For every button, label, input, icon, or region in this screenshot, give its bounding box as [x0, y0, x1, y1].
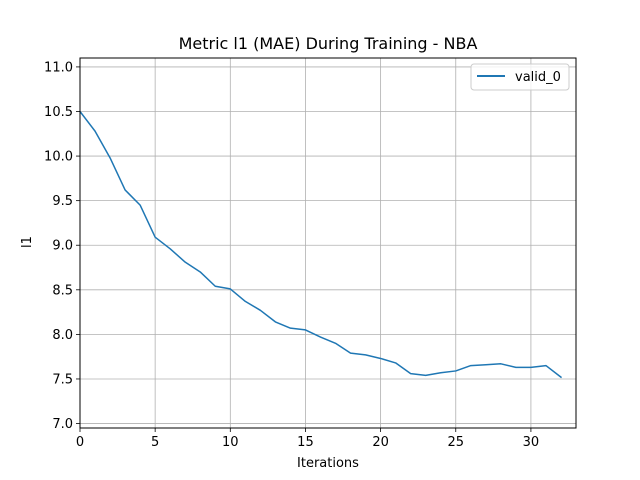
axes-frame	[79, 57, 577, 429]
chart-title: Metric l1 (MAE) During Training - NBA	[179, 34, 478, 53]
x-tick-label: 20	[372, 435, 389, 450]
y-tick-label: 10.0	[44, 150, 73, 165]
grid-lines	[79, 58, 576, 428]
x-tick-label: 0	[76, 435, 84, 450]
series-line-valid_0	[78, 110, 563, 379]
y-tick-label: 9.5	[52, 194, 73, 209]
x-axis-ticks: 0 5 10 15 20 25 30	[76, 428, 539, 450]
y-tick-label: 10.5	[44, 105, 73, 120]
y-tick-label: 7.5	[52, 372, 73, 387]
y-axis-label: l1	[20, 236, 35, 248]
legend-label: valid_0	[515, 70, 561, 85]
x-tick-label: 5	[151, 435, 159, 450]
x-tick-label: 30	[523, 435, 540, 450]
x-tick-label: 10	[222, 435, 239, 450]
plot-series	[78, 110, 563, 379]
legend-box	[470, 63, 570, 91]
y-tick-label: 9.0	[52, 239, 73, 254]
y-tick-label: 11.0	[44, 60, 73, 75]
y-tick-label: 8.0	[52, 328, 73, 343]
x-tick-label: 25	[447, 435, 464, 450]
legend: valid_0	[470, 63, 570, 91]
y-tick-label: 7.0	[52, 417, 73, 432]
x-axis-label: Iterations	[297, 456, 359, 471]
x-tick-label: 15	[297, 435, 314, 450]
y-axis-ticks: 7.0 7.5 8.0 8.5 9.0 9.5 10.0 10.5 11.0	[44, 60, 80, 432]
y-tick-label: 8.5	[52, 283, 73, 298]
